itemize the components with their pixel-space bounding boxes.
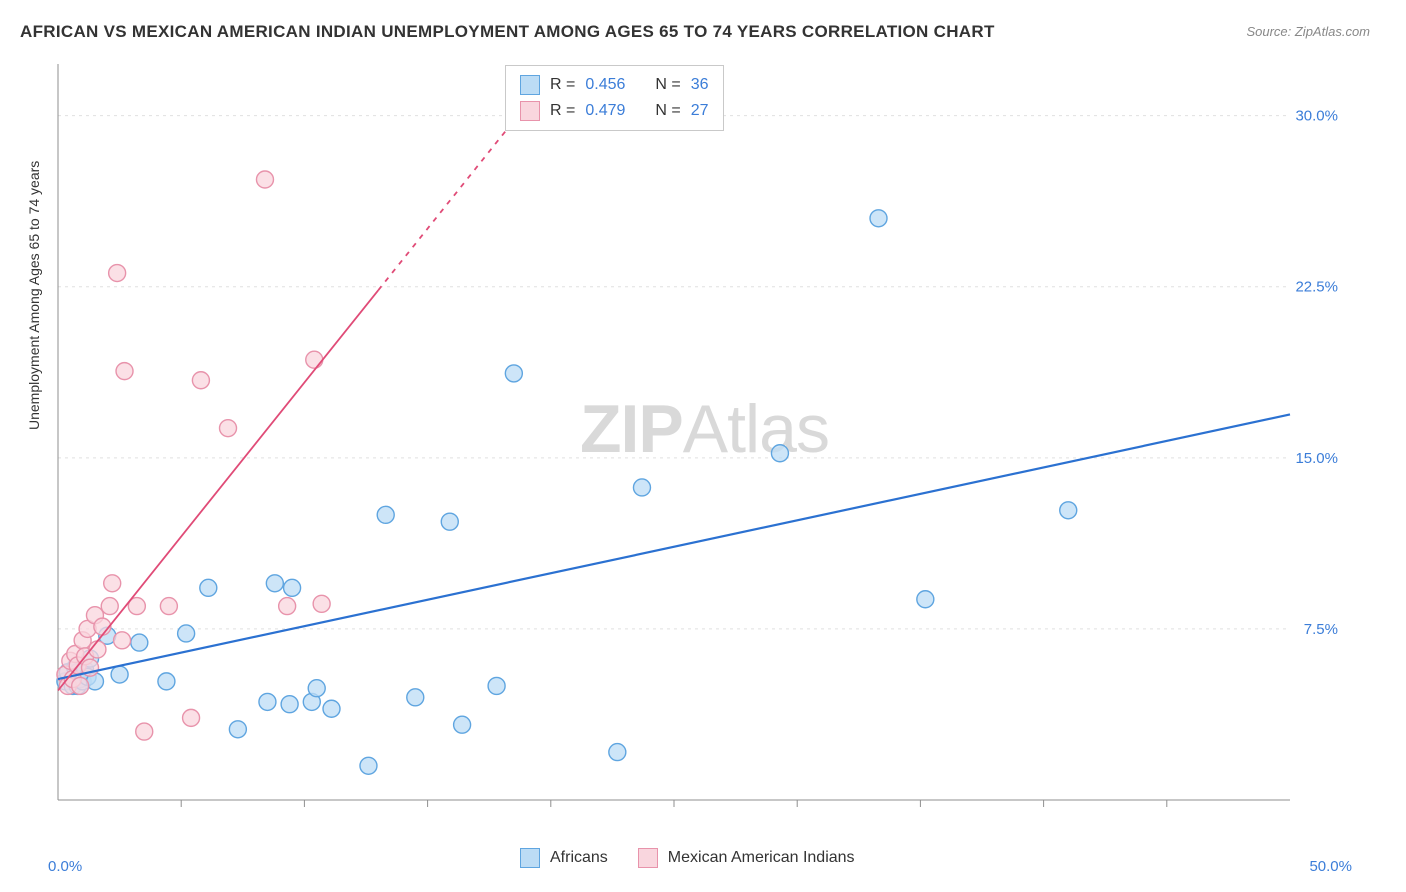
source-label: Source: ZipAtlas.com <box>1246 24 1370 39</box>
r-label: R = <box>550 102 575 120</box>
x-axis-max-label: 50.0% <box>1309 858 1352 875</box>
series-legend: Africans Mexican American Indians <box>520 848 855 868</box>
r-value: 0.456 <box>585 76 625 94</box>
svg-text:15.0%: 15.0% <box>1295 450 1338 467</box>
legend-item: Mexican American Indians <box>638 848 855 868</box>
legend-item: Africans <box>520 848 608 868</box>
n-label: N = <box>655 102 680 120</box>
legend-swatch <box>520 848 540 868</box>
svg-text:30.0%: 30.0% <box>1295 108 1338 125</box>
stats-row: R = 0.456 N = 36 <box>520 72 709 98</box>
y-axis-label: Unemployment Among Ages 65 to 74 years <box>26 161 42 430</box>
stats-row: R = 0.479 N = 27 <box>520 98 709 124</box>
svg-text:7.5%: 7.5% <box>1304 621 1338 638</box>
n-value: 36 <box>691 76 709 94</box>
svg-text:22.5%: 22.5% <box>1295 279 1338 296</box>
r-label: R = <box>550 76 575 94</box>
legend-label: Africans <box>550 849 608 867</box>
x-axis-min-label: 0.0% <box>48 858 82 875</box>
chart-title: AFRICAN VS MEXICAN AMERICAN INDIAN UNEMP… <box>20 22 995 42</box>
legend-swatch <box>638 848 658 868</box>
legend-swatch <box>520 75 540 95</box>
n-value: 27 <box>691 102 709 120</box>
scatter-plot: 7.5% 15.0% 22.5% 30.0% <box>50 60 1350 830</box>
legend-swatch <box>520 101 540 121</box>
r-value: 0.479 <box>585 102 625 120</box>
stats-legend: R = 0.456 N = 36 R = 0.479 N = 27 <box>505 65 724 131</box>
legend-label: Mexican American Indians <box>668 849 855 867</box>
n-label: N = <box>655 76 680 94</box>
